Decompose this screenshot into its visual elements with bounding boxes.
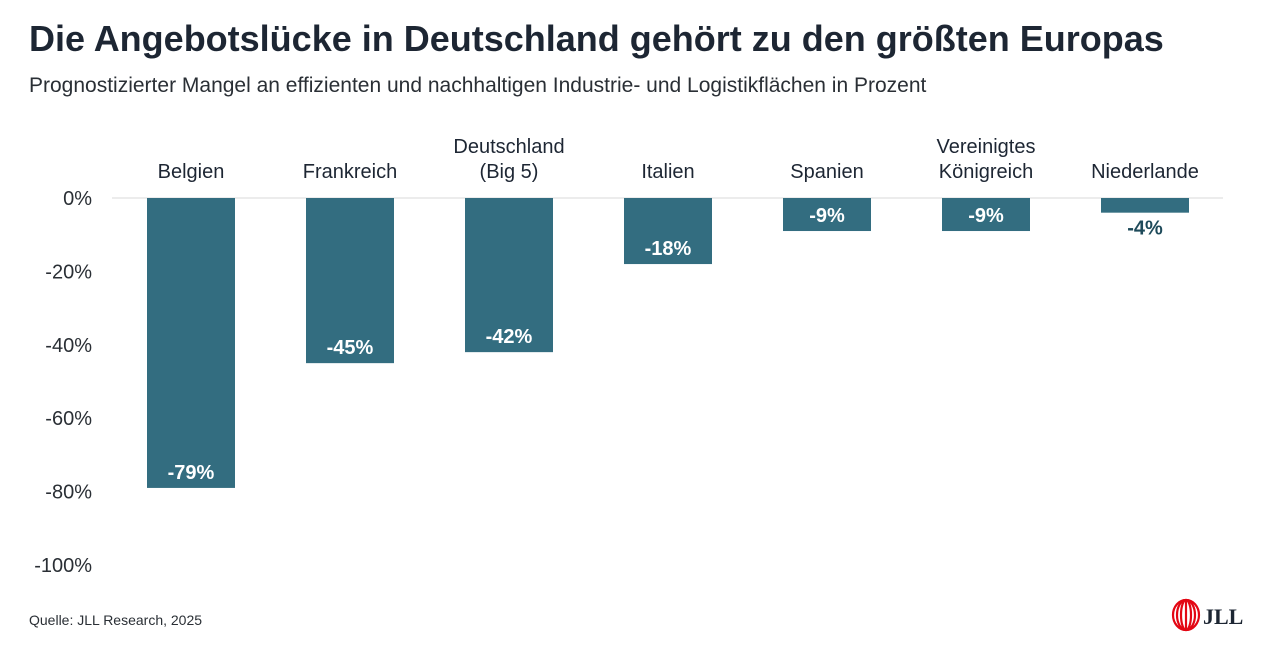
- bar: [942, 198, 1030, 232]
- category-label-line: Italien: [641, 161, 694, 183]
- y-tick-label: -40%: [45, 335, 92, 357]
- data-label: -9%: [968, 205, 1004, 227]
- y-tick-label: -80%: [45, 482, 92, 504]
- category-label-line: (Big 5): [480, 161, 539, 183]
- data-label: -79%: [168, 462, 215, 484]
- category-label: Deutschland (Big 5): [453, 136, 564, 183]
- bar: [783, 198, 871, 232]
- y-tick-label: -20%: [45, 261, 92, 283]
- category-label-line: Spanien: [790, 161, 863, 183]
- category-label-line: Frankreich: [303, 161, 397, 183]
- data-label: -9%: [809, 205, 845, 227]
- category-label: Vereinigtes Königreich: [937, 136, 1036, 183]
- source-note: Quelle: JLL Research, 2025: [29, 612, 203, 628]
- chart-title: Die Angebotslücke in Deutschland gehört …: [29, 18, 1164, 59]
- category-label: Italien: [641, 161, 694, 183]
- bar: [465, 198, 553, 353]
- data-label: -42%: [486, 326, 533, 348]
- category-label-line: Vereinigtes: [937, 136, 1036, 158]
- data-label: -45%: [327, 337, 374, 359]
- category-label-line: Belgien: [158, 161, 225, 183]
- y-tick-label: -60%: [45, 408, 92, 430]
- bar: [624, 198, 712, 265]
- jll-logo: JLL: [1171, 598, 1243, 632]
- jll-logo-mark-icon: [1171, 598, 1201, 632]
- y-tick-label: -100%: [34, 555, 92, 577]
- y-tick-label: 0%: [63, 188, 92, 210]
- category-label-line: Niederlande: [1091, 161, 1199, 183]
- bar: [147, 198, 235, 488]
- category-label: Frankreich: [303, 161, 397, 183]
- jll-logo-text: JLL: [1203, 604, 1243, 629]
- category-label: Belgien: [158, 161, 225, 183]
- bar: [1101, 198, 1189, 213]
- chart-subtitle: Prognostizierter Mangel an effizienten u…: [29, 74, 927, 97]
- bar: [306, 198, 394, 364]
- data-label: -18%: [645, 238, 692, 260]
- category-label-line: Königreich: [939, 161, 1034, 183]
- category-label: Niederlande: [1091, 161, 1199, 183]
- category-label: Spanien: [790, 161, 863, 183]
- data-label: -4%: [1127, 218, 1163, 240]
- category-label-line: Deutschland: [453, 136, 564, 158]
